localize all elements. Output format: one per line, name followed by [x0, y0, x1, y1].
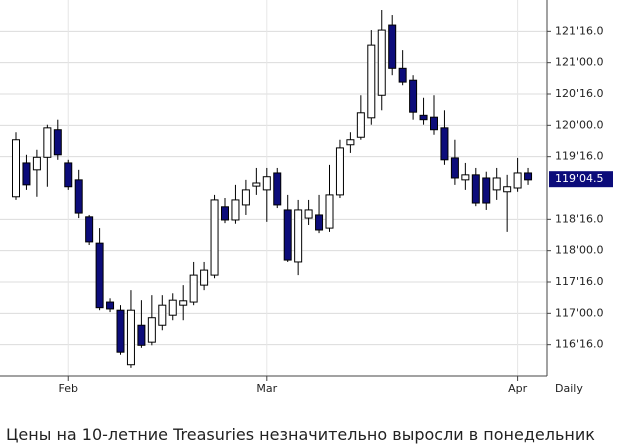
x-tick-label: Feb: [59, 382, 78, 395]
caption: Цены на 10-летние Treasuries незначитель…: [6, 425, 595, 444]
last-price-box: [549, 171, 613, 188]
candle-body: [147, 317, 156, 343]
candle-body: [95, 242, 104, 309]
candle-body: [137, 324, 146, 346]
candle-body: [64, 162, 73, 188]
y-tick-label: 118'16.0: [555, 212, 604, 225]
y-tick-label: 121'16.0: [555, 24, 604, 37]
candle-body: [503, 186, 512, 193]
candle-body: [513, 172, 522, 189]
y-tick-label: 117'00.0: [555, 306, 604, 319]
candle-body: [346, 139, 355, 146]
candle-body: [419, 114, 428, 121]
candle-body: [335, 147, 344, 196]
candle-body: [377, 29, 386, 96]
candle-body: [461, 174, 470, 181]
candle-body: [440, 127, 449, 161]
candle-body: [210, 199, 219, 276]
candle-body: [367, 44, 376, 119]
chart: 116'16.0 117'00.0 117'16.0 118'00.0 118'16.0…: [0, 0, 613, 395]
candle-body: [471, 174, 480, 204]
candle-body: [43, 127, 52, 158]
candle-body: [116, 309, 125, 353]
y-tick-label: 120'16.0: [555, 87, 604, 100]
y-tick-label: 117'16.0: [555, 275, 604, 288]
candle-body: [106, 301, 115, 310]
candle-body: [398, 67, 407, 83]
candle-body: [283, 209, 292, 261]
candle-body: [158, 304, 167, 326]
candle-body: [221, 206, 229, 221]
candle-body: [252, 182, 261, 187]
x-axis-label: Daily: [555, 382, 583, 395]
last-price-label: 119'04.5: [555, 172, 604, 185]
candle-body: [356, 112, 365, 138]
x-tick-label: Mar: [256, 382, 277, 395]
candle-body: [74, 179, 83, 214]
y-tick-label: 120'00.0: [555, 118, 604, 131]
candle-body: [273, 172, 282, 206]
candle-body: [450, 157, 459, 179]
y-tick-label: 119'16.0: [555, 150, 604, 163]
candle-body: [189, 274, 198, 303]
candle-body: [126, 309, 135, 366]
candle-body: [409, 79, 418, 113]
x-tick-label: Apr: [508, 382, 528, 395]
candle-body: [388, 24, 397, 69]
candle-body: [430, 116, 438, 131]
candle-body: [231, 199, 240, 221]
candle-body: [325, 194, 334, 229]
candle-body: [12, 139, 20, 198]
candle-body: [315, 214, 324, 231]
candle-body: [85, 216, 94, 243]
candle-body: [482, 177, 491, 204]
candle-body: [168, 299, 177, 316]
candle-body: [179, 300, 188, 306]
candle-body: [22, 162, 31, 186]
candle-body: [304, 209, 313, 219]
candle-body: [241, 189, 250, 206]
candle-body: [524, 172, 533, 181]
candle-body: [492, 177, 501, 191]
y-tick-label: 116'16.0: [555, 338, 604, 351]
y-tick-label: 118'00.0: [555, 244, 604, 257]
candle-body: [262, 176, 271, 191]
y-tick-label: 121'00.0: [555, 56, 604, 69]
candle-body: [32, 156, 41, 171]
candle-body: [200, 269, 209, 286]
candle-body: [294, 209, 303, 263]
candle-body: [53, 129, 62, 156]
